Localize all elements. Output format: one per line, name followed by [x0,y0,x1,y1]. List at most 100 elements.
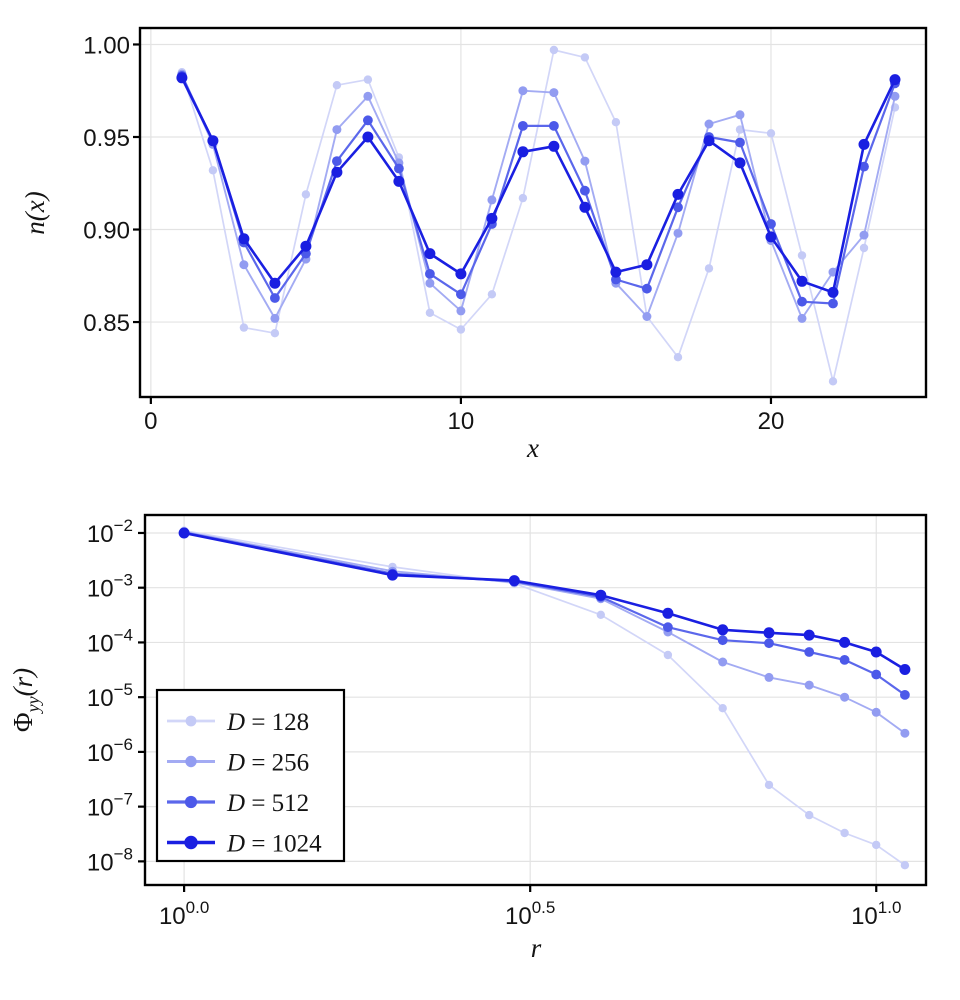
series-d-1024 [176,72,901,298]
y-tick-label: 10−5 [87,680,133,712]
series-d-256-marker [828,267,838,277]
series-d-128-marker [363,75,373,84]
series-d-512-marker [642,283,652,294]
series-d-256-marker [735,110,745,120]
series-d-256-marker [239,260,249,270]
top-x-axis-label: x [526,433,539,463]
legend-label: D = 128 [226,709,309,736]
y-tick-label: 0.95 [83,125,130,152]
series-d-1024-marker [176,72,188,84]
series-d-256-marker [642,312,652,321]
x-tick-label: 10 [448,408,475,435]
series-d-256 [177,69,900,323]
series-d-128-marker [596,610,605,619]
series-d-256-marker [518,86,528,96]
series-d-128-marker [208,166,218,175]
series-d-128-marker [549,45,559,55]
x-tick-label: 101.0 [851,898,901,930]
series-d-512-line [183,531,907,697]
y-tick-label: 10−2 [87,516,133,548]
series-d-1024-marker [662,607,674,619]
series-d-512-marker [549,121,559,131]
series-d-128-marker [239,323,249,332]
series-d-512-marker [900,690,910,700]
series-d-128-marker [840,828,849,838]
bottom-y-axis-label: Φyy(r) [8,668,43,732]
series-d-256-marker [456,306,466,316]
series-d-512-marker [301,248,311,259]
series-d-1024-marker [641,259,653,271]
legend-label: D = 256 [226,750,309,777]
series-d-1024-marker [827,286,839,298]
series-d-512-marker [839,655,850,665]
series-d-256-marker [797,313,807,323]
series-d-256-marker [425,278,435,288]
axes-frame [143,513,928,887]
series-d-128 [177,45,900,386]
series-d-256-marker [871,707,881,717]
series-d-512-marker [859,161,869,172]
series-d-128-marker [332,81,342,90]
series-d-1024-marker [870,646,882,658]
series-d-128-marker [580,53,590,62]
series-d-128-marker [872,840,881,850]
series-d-128-marker [764,780,774,790]
series-d-256-marker [859,230,869,240]
series-d-1024 [178,527,911,675]
density-plot: 0 10 20 1.00 0.95 0.90 0.85 [83,26,928,435]
series-d-1024-marker [703,135,715,147]
bottom-x-axis-label: r [531,933,542,963]
series-d-128-marker [900,861,910,870]
series-d-128-marker [425,308,435,317]
series-d-256-marker [900,728,910,738]
series-d-1024-marker [889,74,901,86]
series-d-1024-marker [858,138,870,150]
grid [140,28,926,397]
x-tick-label: 100.0 [159,898,209,930]
series-d-1024-marker [595,589,607,601]
series-d-128-marker [518,193,528,203]
legend: D = 128 D = 256 D = 512 D = 1024 [155,688,346,863]
series-d-1024-marker [393,175,405,187]
series-d-1024-marker [486,212,498,224]
series-d-512-marker [518,121,528,131]
series-d-128-marker [859,243,869,253]
top-y-axis-label: n(x) [20,191,50,234]
series-d-128-marker [673,353,683,362]
legend-label: D = 512 [226,790,309,817]
x-tick-label: 100.5 [505,898,555,930]
series-d-512-marker [394,163,404,174]
series-d-512-marker [363,115,373,126]
y-tick-label: 1.00 [83,32,130,59]
series-d-512-marker [735,137,745,148]
x-tick-label: 20 [758,408,785,435]
series-d-512-marker [611,274,621,285]
series-d-256-marker [332,125,342,135]
series-d-1024-marker [178,527,190,539]
series-d-1024-marker [763,627,775,639]
y-tick-label: 10−8 [87,844,133,876]
series-d-512-marker [663,622,673,633]
series-d-256-marker [890,91,900,101]
series-d-512-marker [766,219,776,229]
y-tick-label: 10−3 [87,571,133,603]
series-d-1024-marker [387,569,398,581]
series-d-128-marker [704,264,714,273]
series-d-128-marker [766,129,776,138]
series-d-128-marker [735,125,745,134]
series-d-1024-marker [610,266,622,278]
series-d-512-marker [456,289,466,300]
series-d-256-marker [804,680,814,690]
series-d-512-marker [580,185,590,196]
series-d-512-marker [828,298,838,309]
series-d-512-marker [871,669,882,680]
series-d-1024-marker [672,188,684,200]
series-d-256-marker [704,119,714,129]
series-d-1024-marker [839,636,851,648]
legend-marker [185,715,197,727]
series-d-128-line [181,49,896,383]
series-d-1024-marker [508,575,520,587]
series-d-512-marker [270,293,280,303]
series-d-512-marker [717,635,728,646]
legend-marker [185,755,197,768]
